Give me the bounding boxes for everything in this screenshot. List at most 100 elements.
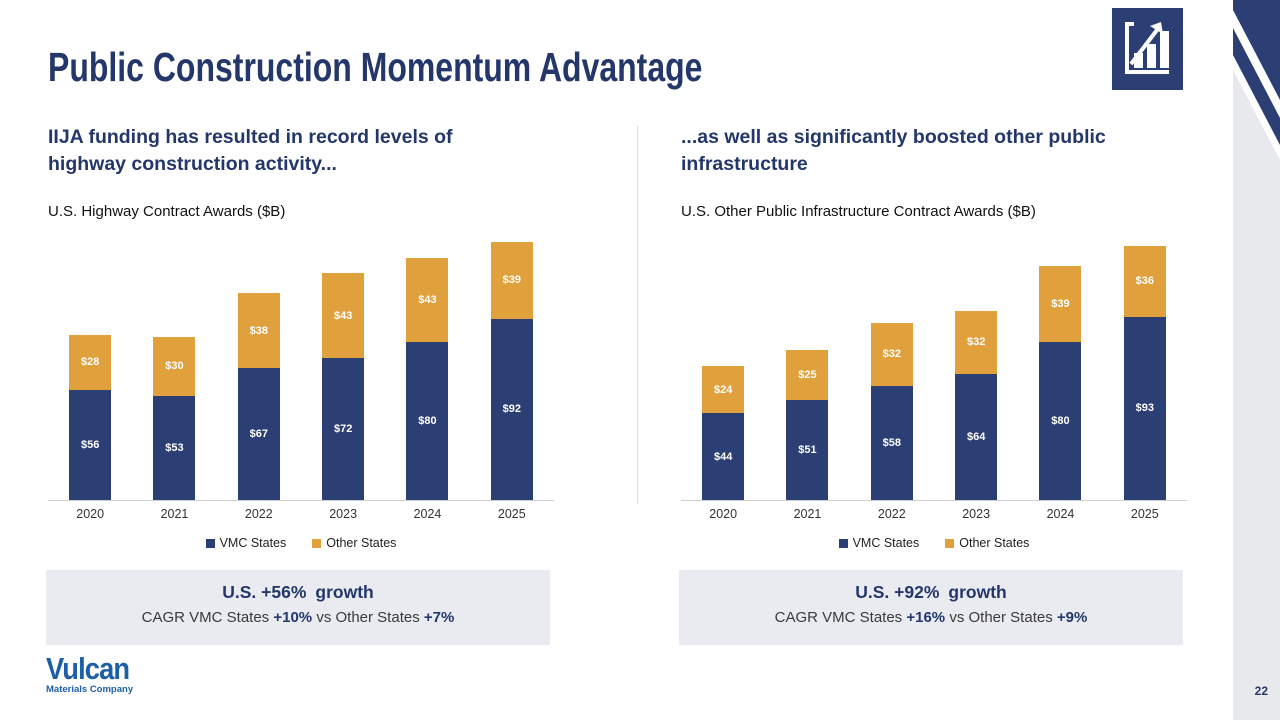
x-axis-tick-label: 2025 — [1130, 507, 1159, 521]
bar-segment: $58 — [870, 385, 913, 500]
diagonal-stripes-decoration — [1233, 0, 1280, 220]
growth-accent-value: +10% — [273, 609, 313, 626]
growth-detail-text: vs Other States — [945, 609, 1057, 626]
growth-headline-value: U.S. +92% — [855, 582, 940, 602]
bar-cell: $38 $67 — [217, 242, 301, 500]
right-chart-title: U.S. Other Public Infrastructure Contrac… — [681, 203, 1036, 220]
right-panel: ...as well as significantly boosted othe… — [679, 0, 1187, 660]
legend-swatch — [838, 538, 848, 548]
bar-value-label: $32 — [882, 348, 901, 361]
vulcan-logo: Vulcan Materials Company — [46, 651, 141, 695]
growth-detail-text: CAGR VMC States — [141, 609, 274, 626]
bar-value-label: $93 — [1135, 402, 1154, 415]
bar-value-label: $92 — [502, 403, 521, 416]
bar-value-label: $44 — [713, 450, 733, 463]
bar-cell: $43 $72 — [301, 242, 385, 500]
growth-headline-suffix: growth — [315, 582, 374, 602]
bar-cell: $39 $80 — [1018, 242, 1102, 500]
growth-accent-value: +9% — [1056, 609, 1088, 626]
vulcan-logo-name: Vulcan — [46, 651, 130, 686]
bar-segment: $36 — [1123, 245, 1166, 317]
page-number: 22 — [1254, 684, 1268, 698]
bar-cell: $43 $80 — [385, 242, 469, 500]
stacked-bar: $25 $51 — [786, 350, 829, 500]
bar-segment: $67 — [237, 368, 280, 500]
x-axis-labels: 2020 2021 2022 2023 2024 2025 — [681, 507, 1187, 521]
x-axis-tick-label: 2022 — [877, 507, 906, 521]
bar-segment: $92 — [490, 318, 533, 500]
left-chart-title: U.S. Highway Contract Awards ($B) — [48, 203, 286, 220]
legend-label: VMC States — [219, 536, 287, 550]
bar-segment: $32 — [955, 310, 998, 374]
stacked-bar: $32 $58 — [870, 322, 913, 500]
legend-item: VMC States — [205, 536, 287, 550]
bar-value-label: $39 — [502, 274, 521, 287]
bar-cell: $24 $44 — [681, 242, 765, 500]
stacked-bar: $30 $53 — [153, 336, 196, 500]
stacked-bar: $36 $93 — [1123, 245, 1166, 500]
bar-value-label: $30 — [165, 360, 184, 373]
stacked-bar: $39 $92 — [490, 241, 533, 500]
legend-label: Other States — [959, 536, 1030, 550]
right-heading: ...as well as significantly boosted othe… — [681, 126, 1106, 175]
growth-detail: CAGR VMC States +10% vs Other States +7% — [46, 609, 550, 626]
bar-cell: $25 $51 — [765, 242, 849, 500]
stacked-bar: $43 $80 — [406, 257, 449, 500]
x-axis-tick-label: 2024 — [413, 507, 442, 521]
stacked-bar: $38 $67 — [237, 293, 280, 500]
bar-segment: $56 — [69, 389, 112, 500]
bar-segment: $39 — [490, 241, 533, 319]
bar-segment: $43 — [322, 273, 365, 359]
bar-cell: $30 $53 — [132, 242, 216, 500]
bar-segment: $43 — [406, 257, 449, 343]
growth-headline: U.S. +56% growth — [46, 582, 550, 603]
bar-value-label: $58 — [882, 436, 901, 449]
stacked-bar: $43 $72 — [322, 273, 365, 500]
legend-swatch — [945, 538, 955, 548]
legend-item: VMC States — [838, 536, 919, 550]
growth-headline-suffix: growth — [948, 582, 1007, 602]
chart-bars: $28 $56 $30 $53 $38 $67 $43 $72 $43 $80 $39 $92 — [48, 241, 554, 500]
bar-value-label: $67 — [249, 428, 268, 440]
bar-segment: $93 — [1123, 316, 1166, 500]
bar-value-label: $51 — [798, 443, 817, 456]
bar-value-label: $43 — [333, 309, 353, 322]
x-axis-labels: 2020 2021 2022 2023 2024 2025 — [48, 507, 554, 521]
left-growth-box: U.S. +56% growth CAGR VMC States +10% vs … — [46, 570, 550, 645]
x-axis-tick-label: 2023 — [329, 507, 358, 521]
bar-value-label: $80 — [418, 415, 437, 428]
x-axis-tick-label: 2020 — [76, 507, 105, 521]
legend-item: Other States — [945, 536, 1029, 550]
growth-accent-value: +7% — [423, 609, 455, 626]
growth-accent-value: +16% — [906, 609, 946, 626]
bar-segment: $53 — [153, 395, 196, 500]
bar-segment: $30 — [153, 336, 196, 396]
bar-segment: $44 — [702, 413, 745, 500]
bar-segment: $24 — [702, 366, 745, 414]
bar-segment: $38 — [237, 293, 280, 369]
bar-cell: $28 $56 — [48, 242, 132, 500]
side-band — [1233, 0, 1280, 720]
x-axis-tick-label: 2021 — [160, 507, 189, 521]
vulcan-logo-tagline: Materials Company — [46, 684, 134, 695]
right-growth-box: U.S. +92% growth CAGR VMC States +16% vs … — [679, 570, 1183, 645]
bar-chart-growth-icon — [1112, 8, 1183, 90]
bar-value-label: $32 — [966, 336, 986, 349]
growth-headline-value: U.S. +56% — [222, 582, 307, 602]
bar-value-label: $72 — [333, 423, 353, 436]
bar-segment: $80 — [1039, 342, 1082, 500]
left-panel: IIJA funding has resulted in record leve… — [46, 0, 554, 660]
chart-legend: VMC States Other States — [681, 536, 1187, 550]
bar-value-label: $43 — [418, 294, 437, 307]
bar-value-label: $56 — [80, 438, 100, 451]
left-heading: IIJA funding has resulted in record leve… — [48, 126, 453, 175]
x-axis-line — [48, 500, 554, 501]
bar-value-label: $64 — [966, 430, 986, 443]
legend-swatch — [312, 538, 322, 548]
side-band-gray — [1233, 220, 1280, 720]
stacked-bar: $28 $56 — [69, 334, 112, 500]
x-axis-tick-label: 2022 — [244, 507, 273, 521]
stacked-bar: $39 $80 — [1039, 265, 1082, 500]
bar-segment: $28 — [69, 334, 112, 390]
bar-segment: $25 — [786, 350, 829, 400]
